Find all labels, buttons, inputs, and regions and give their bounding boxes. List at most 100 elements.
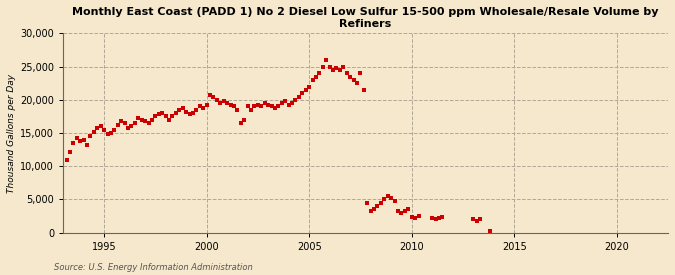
Point: [314, 71, 325, 76]
Point: [437, 214, 448, 219]
Point: [433, 216, 444, 220]
Point: [338, 64, 349, 69]
Point: [130, 121, 140, 125]
Point: [304, 84, 315, 89]
Point: [269, 106, 280, 110]
Point: [123, 125, 134, 130]
Point: [280, 99, 291, 103]
Point: [201, 103, 212, 107]
Point: [277, 101, 288, 105]
Point: [218, 99, 229, 103]
Point: [249, 104, 260, 109]
Point: [307, 78, 318, 82]
Point: [335, 68, 346, 72]
Point: [263, 103, 273, 107]
Point: [160, 114, 171, 119]
Point: [239, 117, 250, 122]
Point: [88, 130, 99, 134]
Point: [331, 66, 342, 70]
Point: [273, 104, 284, 109]
Point: [205, 92, 215, 97]
Point: [215, 101, 226, 105]
Point: [136, 117, 147, 122]
Point: [75, 139, 86, 143]
Point: [287, 101, 298, 105]
Point: [259, 101, 270, 105]
Point: [92, 125, 103, 130]
Point: [300, 88, 311, 92]
Point: [382, 194, 393, 198]
Point: [468, 217, 479, 221]
Point: [362, 200, 373, 205]
Point: [386, 196, 397, 200]
Point: [181, 109, 192, 114]
Point: [352, 81, 362, 86]
Point: [153, 112, 164, 117]
Point: [321, 58, 331, 62]
Point: [406, 214, 417, 219]
Point: [413, 214, 424, 218]
Point: [355, 71, 366, 76]
Point: [290, 98, 301, 102]
Point: [232, 108, 243, 112]
Point: [146, 117, 157, 122]
Point: [164, 117, 175, 122]
Point: [284, 103, 294, 107]
Point: [317, 64, 328, 69]
Point: [126, 124, 137, 129]
Point: [393, 209, 404, 213]
Point: [143, 121, 154, 125]
Point: [140, 119, 151, 123]
Point: [68, 141, 79, 145]
Point: [211, 98, 222, 102]
Point: [294, 94, 304, 99]
Point: [113, 123, 124, 127]
Text: Source: U.S. Energy Information Administration: Source: U.S. Energy Information Administ…: [54, 263, 252, 272]
Point: [150, 114, 161, 119]
Point: [222, 101, 233, 105]
Point: [324, 64, 335, 69]
Point: [365, 209, 376, 213]
Point: [102, 132, 113, 136]
Point: [358, 88, 369, 92]
Point: [72, 136, 82, 141]
Point: [178, 106, 188, 110]
Point: [431, 217, 441, 221]
Point: [174, 108, 185, 112]
Y-axis label: Thousand Gallons per Day: Thousand Gallons per Day: [7, 73, 16, 192]
Point: [236, 121, 246, 125]
Point: [191, 108, 202, 112]
Point: [379, 197, 390, 202]
Point: [225, 103, 236, 107]
Point: [372, 204, 383, 208]
Point: [252, 103, 263, 107]
Point: [194, 104, 205, 109]
Point: [105, 131, 116, 135]
Point: [328, 68, 339, 72]
Point: [95, 124, 106, 129]
Title: Monthly East Coast (PADD 1) No 2 Diesel Low Sulfur 15-500 ppm Wholesale/Resale V: Monthly East Coast (PADD 1) No 2 Diesel …: [72, 7, 659, 29]
Point: [266, 104, 277, 109]
Point: [427, 216, 437, 220]
Point: [410, 216, 421, 220]
Point: [389, 199, 400, 203]
Point: [475, 217, 485, 221]
Point: [133, 116, 144, 121]
Point: [400, 209, 410, 213]
Point: [342, 71, 352, 76]
Point: [157, 111, 167, 115]
Point: [184, 112, 195, 117]
Point: [348, 78, 359, 82]
Point: [471, 218, 482, 223]
Point: [167, 114, 178, 119]
Point: [198, 106, 209, 110]
Point: [119, 121, 130, 125]
Point: [396, 210, 407, 215]
Point: [99, 128, 109, 132]
Point: [242, 104, 253, 109]
Point: [345, 75, 356, 79]
Point: [375, 200, 386, 205]
Point: [188, 111, 198, 115]
Point: [78, 138, 89, 142]
Point: [297, 91, 308, 95]
